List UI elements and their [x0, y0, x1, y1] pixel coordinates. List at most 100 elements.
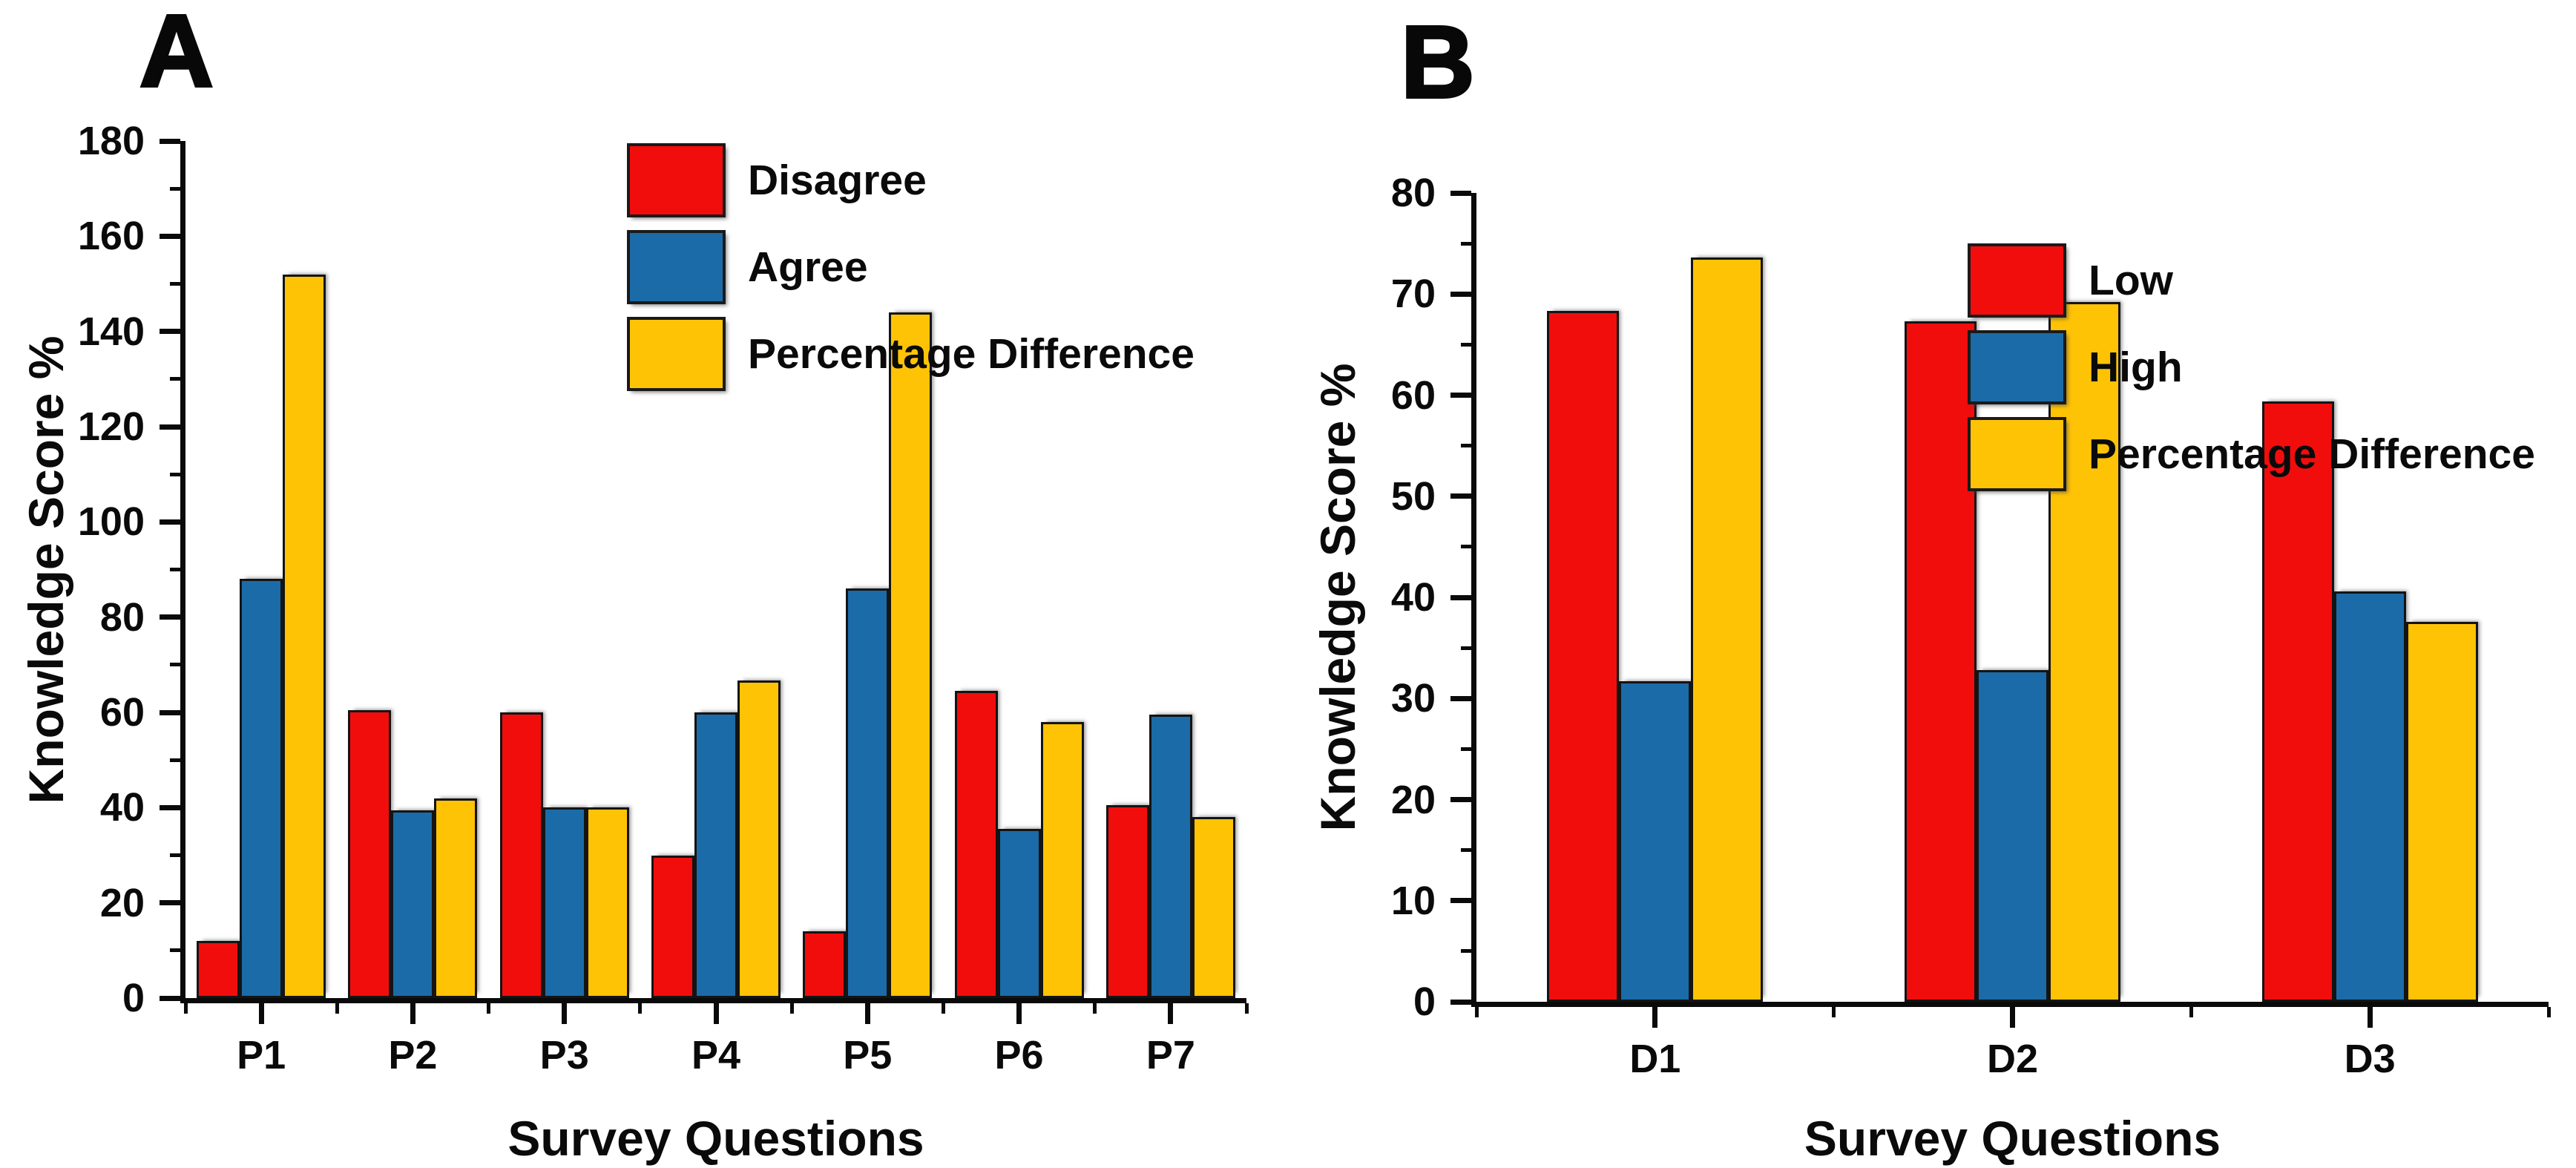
panel-b-x-axis-title: Survey Questions: [1804, 1111, 2221, 1166]
legend-item: High: [1968, 330, 2535, 404]
bar-agree-p3: [542, 807, 586, 998]
bar-agree-p2: [391, 810, 435, 998]
x-tick-major: [2367, 1007, 2373, 1028]
y-axis-line: [180, 141, 185, 1003]
y-tick-label: 30: [1390, 676, 1436, 721]
x-tick-minor: [335, 1003, 339, 1014]
y-tick-minor: [170, 568, 180, 571]
y-tick-major: [160, 233, 180, 239]
bar-disagree-p6: [954, 691, 998, 998]
x-tick-major: [258, 1003, 264, 1024]
bar-disagree-p5: [803, 931, 847, 998]
y-tick-label: 70: [1390, 272, 1436, 317]
legend-item: Percentage Difference: [1968, 417, 2535, 491]
panel-a-legend: Disagree Agree Percentage Difference: [627, 143, 1195, 391]
x-tick-major: [410, 1003, 415, 1024]
x-tick-major: [1652, 1007, 1658, 1028]
y-tick-minor: [1461, 342, 1471, 347]
legend-item: Low: [1968, 243, 2535, 318]
x-tick-minor: [789, 1003, 794, 1014]
x-tick-major: [2010, 1007, 2015, 1028]
x-tick-minor: [1244, 1003, 1249, 1014]
y-tick-major: [1450, 594, 1471, 600]
y-tick-label: 100: [77, 499, 145, 545]
y-tick-major: [160, 329, 180, 335]
y-tick-minor: [1461, 848, 1471, 853]
legend-swatch-high: [1968, 330, 2066, 404]
bar-high-d3: [2333, 591, 2406, 1002]
x-tick-major: [1016, 1003, 1022, 1024]
legend-label: Percentage Difference: [2089, 430, 2535, 478]
legend-swatch-agree: [627, 230, 726, 304]
y-tick-major: [160, 424, 180, 430]
bar-percentage-difference-p2: [434, 798, 478, 998]
legend-item: Percentage Difference: [627, 317, 1195, 391]
legend-label: Disagree: [748, 157, 927, 204]
y-tick-minor: [1461, 241, 1471, 246]
y-tick-major: [1450, 393, 1471, 398]
x-tick-minor: [2546, 1007, 2551, 1017]
y-tick-label: 60: [1390, 373, 1436, 418]
legend-swatch-percentage-difference: [1968, 417, 2066, 491]
bar-disagree-p7: [1105, 805, 1149, 998]
x-axis-line: [1471, 1002, 2549, 1007]
bar-percentage-difference-p3: [585, 807, 629, 998]
x-tick-minor: [638, 1003, 643, 1014]
legend-swatch-percentage-difference: [627, 317, 726, 391]
x-tick-label: P1: [237, 1033, 286, 1077]
legend-item: Disagree: [627, 143, 1195, 217]
bar-disagree-p1: [197, 941, 240, 998]
x-tick-minor: [1093, 1003, 1097, 1014]
y-tick-major: [1450, 898, 1471, 904]
x-tick-major: [1168, 1003, 1174, 1024]
y-tick-major: [160, 519, 180, 525]
y-tick-major: [160, 614, 180, 620]
y-tick-minor: [1461, 949, 1471, 954]
bar-percentage-difference-p1: [283, 274, 326, 998]
y-tick-label: 80: [99, 594, 145, 640]
x-tick-label: D3: [2344, 1037, 2396, 1081]
y-tick-minor: [1461, 545, 1471, 549]
bar-disagree-p4: [651, 855, 694, 998]
y-tick-minor: [170, 948, 180, 953]
bar-low-d3: [2261, 401, 2334, 1002]
y-tick-major: [1450, 190, 1471, 196]
bar-percentage-difference-d3: [2405, 621, 2478, 1002]
x-tick-label: P3: [539, 1033, 589, 1077]
x-tick-minor: [2189, 1007, 2193, 1017]
y-tick-major: [160, 138, 180, 144]
y-tick-minor: [170, 472, 180, 476]
bar-percentage-difference-p6: [1040, 721, 1084, 998]
y-tick-minor: [170, 663, 180, 667]
x-tick-label: P5: [843, 1033, 893, 1077]
x-tick-minor: [1832, 1007, 1836, 1017]
panel-b-legend: Low High Percentage Difference: [1968, 243, 2535, 491]
bar-disagree-p3: [499, 712, 543, 998]
x-tick-major: [713, 1003, 719, 1024]
y-tick-label: 120: [77, 404, 145, 449]
bar-low-d1: [1547, 311, 1620, 1002]
y-tick-major: [160, 900, 180, 906]
y-tick-major: [160, 995, 180, 1001]
x-tick-minor: [183, 1003, 188, 1014]
bar-agree-p1: [240, 579, 283, 998]
legend-swatch-disagree: [627, 143, 726, 217]
y-axis-line: [1471, 193, 1476, 1007]
panel-a-x-axis-title: Survey Questions: [507, 1111, 924, 1166]
x-tick-label: P4: [691, 1033, 741, 1077]
y-tick-label: 40: [99, 785, 145, 830]
bar-agree-p6: [997, 829, 1041, 998]
x-tick-label: P7: [1146, 1033, 1195, 1077]
legend-item: Agree: [627, 230, 1195, 304]
y-tick-minor: [170, 282, 180, 286]
y-tick-label: 0: [122, 976, 145, 1020]
y-tick-minor: [170, 186, 180, 191]
bar-low-d2: [1905, 321, 1977, 1002]
y-tick-major: [1450, 493, 1471, 499]
y-tick-label: 0: [1413, 980, 1436, 1024]
y-tick-label: 80: [1390, 171, 1436, 215]
y-tick-minor: [170, 853, 180, 857]
